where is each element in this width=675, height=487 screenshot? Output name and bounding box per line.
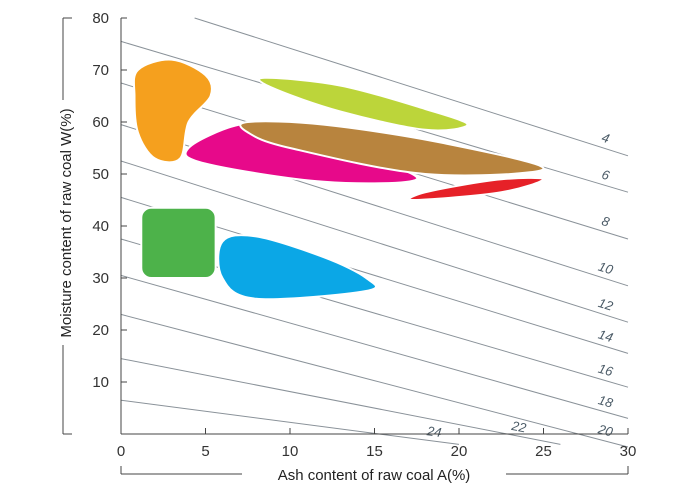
y-tick-label: 40 <box>92 218 109 235</box>
regions <box>132 58 545 301</box>
y-tick-label: 80 <box>92 10 109 27</box>
region-5 <box>140 206 217 279</box>
isoline-20 <box>120 313 629 448</box>
x-axis-title: Ash content of raw coal A(%) <box>278 467 471 484</box>
isoline-12 <box>120 160 629 323</box>
x-tick-label: 25 <box>535 443 552 460</box>
x-tick-label: 5 <box>201 443 209 460</box>
isoline-label-6: 6 <box>600 167 612 184</box>
isoline-label-20: 20 <box>596 421 616 440</box>
x-tick-label: 15 <box>366 443 383 460</box>
y-tick-label: 20 <box>92 322 109 339</box>
region-3 <box>239 120 545 177</box>
region-1 <box>258 76 469 132</box>
axes <box>62 17 629 475</box>
y-axis-title: Moisture content of raw coal W(%) <box>58 108 75 337</box>
region-4 <box>408 176 545 202</box>
y-tick-label: 10 <box>92 374 109 391</box>
x-tick-label: 20 <box>451 443 468 460</box>
region-0 <box>132 58 213 164</box>
isoline-24 <box>120 399 460 445</box>
isoline-22 <box>120 358 561 445</box>
x-tick-label: 30 <box>620 443 637 460</box>
isoline-18 <box>120 274 629 419</box>
region-6 <box>217 234 377 301</box>
x-tick-label: 10 <box>282 443 299 460</box>
isoline-label-14: 14 <box>597 327 615 346</box>
isoline-label-22: 22 <box>509 418 528 436</box>
isoline-label-10: 10 <box>597 259 616 278</box>
isoline-label-8: 8 <box>600 213 612 230</box>
y-tick-label: 60 <box>92 114 109 131</box>
y-tick-label: 30 <box>92 270 109 287</box>
isoline-4 <box>194 17 629 157</box>
y-tick-label: 70 <box>92 62 109 79</box>
isoline-label-18: 18 <box>597 392 616 411</box>
isoline-label-16: 16 <box>597 361 616 380</box>
isoline-label-24: 24 <box>425 423 442 440</box>
y-tick-label: 50 <box>92 166 109 183</box>
isoline-label-12: 12 <box>597 295 616 314</box>
x-tick-label: 0 <box>117 443 125 460</box>
isoline-label-4: 4 <box>600 130 611 146</box>
